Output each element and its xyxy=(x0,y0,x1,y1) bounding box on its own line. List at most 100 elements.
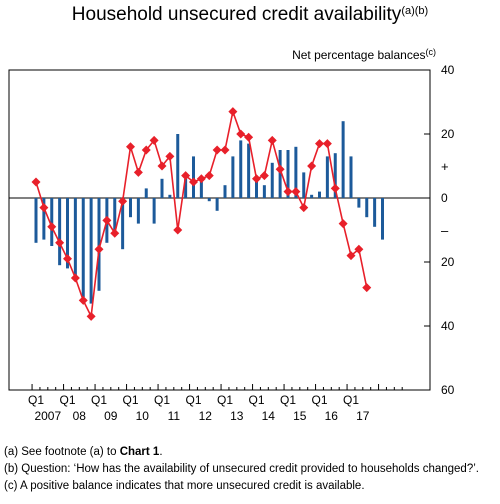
bar-40 xyxy=(349,156,353,198)
x-q1-label-7: Q1 xyxy=(248,393,264,407)
line-point-17 xyxy=(165,151,175,161)
line-point-32 xyxy=(283,187,293,197)
x-year-label-4: 11 xyxy=(168,409,181,423)
x-year-label-9: 16 xyxy=(325,409,339,423)
bar-42 xyxy=(365,198,369,218)
line-point-28 xyxy=(252,174,261,184)
line-point-14 xyxy=(141,145,151,155)
x-q1-label-4: Q1 xyxy=(154,393,170,407)
line-point-16 xyxy=(157,161,167,171)
line-point-40 xyxy=(346,251,356,261)
x-year-label-5: 12 xyxy=(199,409,213,423)
line-point-42 xyxy=(362,283,372,293)
y-sign-plus: + xyxy=(441,159,449,174)
bar-44 xyxy=(381,198,384,240)
bar-4 xyxy=(66,198,69,269)
bar-3 xyxy=(58,198,62,266)
line-point-2 xyxy=(47,222,57,232)
footnote-a-bold: Chart 1 xyxy=(119,446,160,458)
line-point-30 xyxy=(267,135,277,145)
bar-36 xyxy=(318,191,321,198)
bar-41 xyxy=(357,198,361,208)
line-point-33 xyxy=(291,187,301,197)
y-tick-label-1: 20 xyxy=(441,127,455,141)
bar-7 xyxy=(89,198,93,304)
x-year-label-2: 09 xyxy=(104,409,118,423)
bar-27 xyxy=(247,143,251,198)
x-year-label-1: 08 xyxy=(73,409,87,423)
bar-10 xyxy=(113,198,117,234)
line-point-11 xyxy=(118,196,128,206)
y-axis-label: Net percentage balances(c) xyxy=(292,47,436,62)
bar-39 xyxy=(341,121,345,198)
plot-frame xyxy=(8,69,431,391)
bar-18 xyxy=(176,134,180,198)
y-sign-minus: – xyxy=(441,223,449,238)
bar-11 xyxy=(121,198,125,250)
line-point-20 xyxy=(189,177,198,187)
line-point-0 xyxy=(31,177,41,187)
bar-23 xyxy=(215,198,219,211)
bar-12 xyxy=(129,198,132,218)
x-q1-label-1: Q1 xyxy=(59,393,75,407)
bar-43 xyxy=(373,198,377,227)
bar-20 xyxy=(192,156,195,198)
markers-group xyxy=(31,107,372,321)
bar-30 xyxy=(270,162,274,198)
bar-2 xyxy=(50,198,54,246)
line-point-37 xyxy=(322,139,332,149)
x-year-label-3: 10 xyxy=(136,409,150,423)
footnote-a: (a) See footnote (a) to Chart 1. xyxy=(4,446,163,458)
footnote-c: (c) A positive balance indicates that mo… xyxy=(4,480,365,492)
line-point-6 xyxy=(78,295,88,305)
line-point-3 xyxy=(55,238,65,248)
line-point-29 xyxy=(259,171,269,181)
x-year-label-0: 2007 xyxy=(34,409,61,423)
x-q1-label-8: Q1 xyxy=(280,393,296,407)
line-point-12 xyxy=(126,142,135,152)
line-point-25 xyxy=(228,107,238,117)
y-axis-label-text: Net percentage balances xyxy=(292,48,426,62)
x-q1-label-5: Q1 xyxy=(185,393,201,407)
bar-32 xyxy=(286,150,290,198)
x-q1-label-0: Q1 xyxy=(28,393,44,407)
line-point-23 xyxy=(212,145,222,155)
chart-title-text: Household unsecured credit availability xyxy=(71,4,402,25)
line-point-21 xyxy=(196,174,206,184)
line-point-1 xyxy=(39,203,49,213)
bars-group xyxy=(34,121,384,304)
line-point-22 xyxy=(204,171,214,181)
bar-0 xyxy=(34,198,38,243)
bar-19 xyxy=(184,178,188,198)
bar-14 xyxy=(144,188,148,198)
bar-17 xyxy=(168,194,172,198)
y-ticks-group: 40 20 0 20 40 60 + – xyxy=(424,63,455,397)
line-point-26 xyxy=(236,129,246,139)
line-point-8 xyxy=(94,244,104,254)
bar-8 xyxy=(97,198,101,291)
y-tick-label-4: 40 xyxy=(441,319,455,333)
line-point-4 xyxy=(63,254,72,264)
x-year-label-6: 13 xyxy=(230,409,244,423)
footnote-a-suffix: . xyxy=(159,446,163,458)
line-point-7 xyxy=(86,311,96,321)
chart-title: Household unsecured credit availability(… xyxy=(0,4,500,26)
bar-34 xyxy=(302,172,306,198)
bar-16 xyxy=(160,178,164,198)
bar-35 xyxy=(310,194,314,198)
line-point-10 xyxy=(110,228,120,238)
x-q1-label-9: Q1 xyxy=(311,393,327,407)
line-point-39 xyxy=(338,219,348,229)
line-point-34 xyxy=(299,203,309,213)
bar-13 xyxy=(136,198,140,224)
bar-38 xyxy=(333,153,337,198)
x-q1-label-10: Q1 xyxy=(343,393,359,407)
line-point-27 xyxy=(244,132,254,142)
line-point-35 xyxy=(307,161,317,171)
line-point-31 xyxy=(275,164,285,174)
line-point-36 xyxy=(315,139,324,149)
bar-5 xyxy=(73,198,77,278)
bar-26 xyxy=(239,140,243,198)
line-point-18 xyxy=(173,225,183,235)
